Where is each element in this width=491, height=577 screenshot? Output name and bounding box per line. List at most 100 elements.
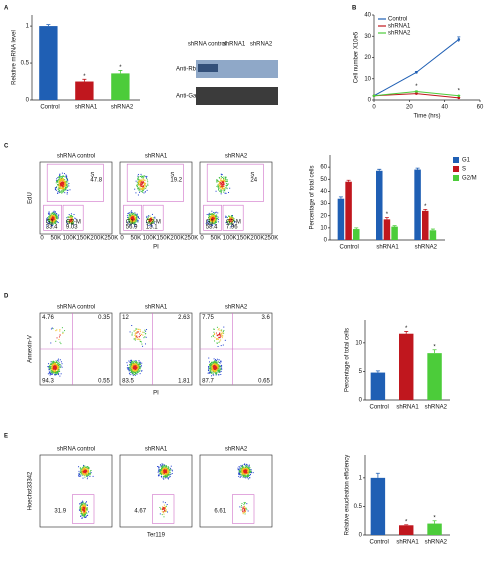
event <box>138 179 140 181</box>
event <box>83 507 85 509</box>
event <box>131 368 133 370</box>
event <box>218 374 220 376</box>
event <box>141 183 143 185</box>
event <box>218 372 220 374</box>
event <box>214 340 216 342</box>
event <box>212 217 214 219</box>
event <box>131 212 133 214</box>
event <box>137 331 139 333</box>
event <box>137 338 139 340</box>
event <box>82 514 84 516</box>
event <box>48 365 50 367</box>
event <box>141 186 143 188</box>
event <box>212 213 214 215</box>
event <box>221 182 223 184</box>
event <box>151 222 153 224</box>
event <box>128 216 130 218</box>
event <box>139 190 141 192</box>
event <box>67 179 69 181</box>
event <box>80 509 82 511</box>
event <box>209 370 211 372</box>
event <box>61 183 63 185</box>
event <box>51 366 53 368</box>
event <box>227 222 229 224</box>
event <box>51 213 53 215</box>
event <box>213 367 215 369</box>
event <box>49 367 51 369</box>
event <box>89 475 91 477</box>
event <box>225 192 227 194</box>
event <box>212 334 214 336</box>
event <box>142 177 144 179</box>
event <box>48 214 50 216</box>
event <box>132 219 134 221</box>
event <box>232 219 234 221</box>
event <box>65 189 67 191</box>
event <box>131 218 133 220</box>
event <box>219 340 221 342</box>
event <box>225 178 227 180</box>
event <box>65 187 67 189</box>
event <box>226 180 228 182</box>
event <box>224 180 226 182</box>
event <box>241 468 243 470</box>
event <box>65 176 67 178</box>
event <box>59 334 61 336</box>
event <box>86 470 88 472</box>
event <box>242 513 244 515</box>
event <box>134 334 136 336</box>
significance: * <box>424 204 427 210</box>
event <box>129 361 131 363</box>
event <box>231 221 233 223</box>
event <box>214 366 216 368</box>
event <box>211 221 213 223</box>
event <box>50 222 52 224</box>
event <box>133 330 135 332</box>
event <box>211 363 213 365</box>
event <box>52 364 54 366</box>
event <box>230 220 232 222</box>
event <box>132 373 134 375</box>
event <box>167 468 169 470</box>
event <box>135 335 137 337</box>
event <box>231 220 233 222</box>
event <box>246 467 248 469</box>
x-tick-label: 40 <box>441 105 448 111</box>
event <box>59 359 61 361</box>
event <box>69 219 71 221</box>
event <box>55 362 57 364</box>
event <box>213 219 215 221</box>
event <box>131 365 133 367</box>
event <box>58 362 60 364</box>
event <box>83 465 85 467</box>
event <box>87 471 89 473</box>
event <box>79 503 81 505</box>
event <box>84 474 86 476</box>
event <box>239 467 241 469</box>
event <box>68 222 70 224</box>
event <box>244 473 246 475</box>
event <box>159 471 161 473</box>
event <box>157 471 159 473</box>
event <box>72 221 74 223</box>
event <box>223 187 225 189</box>
event <box>57 181 59 183</box>
event <box>79 467 81 469</box>
event <box>57 366 59 368</box>
event <box>85 502 87 504</box>
event <box>220 332 222 334</box>
event <box>85 470 87 472</box>
event <box>49 222 51 224</box>
event <box>89 472 91 474</box>
event <box>130 361 132 363</box>
event <box>52 365 54 367</box>
event <box>162 469 164 471</box>
event <box>54 365 56 367</box>
event <box>244 466 246 468</box>
bar <box>399 333 414 400</box>
event <box>82 474 84 476</box>
event <box>143 187 145 189</box>
event <box>132 215 134 217</box>
event <box>63 184 65 186</box>
event <box>218 189 220 191</box>
